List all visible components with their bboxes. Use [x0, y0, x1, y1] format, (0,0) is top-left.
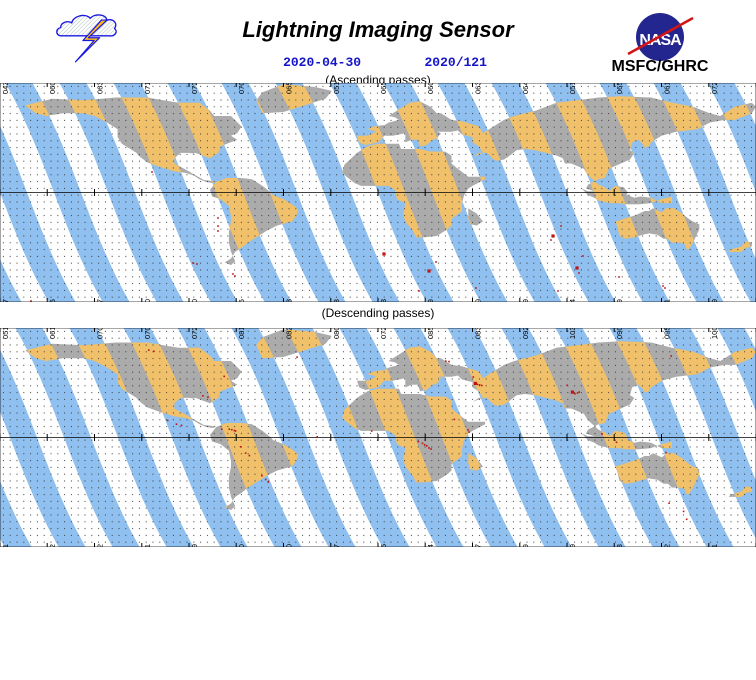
svg-text:0619: 0619: [663, 83, 672, 94]
svg-text:0725: 0725: [379, 328, 388, 339]
svg-text:-0959: -0959: [474, 299, 483, 302]
svg-text:-1153: -1153: [615, 544, 624, 547]
svg-text:-1611: -1611: [1, 544, 10, 547]
svg-text:0713: 0713: [143, 83, 152, 94]
svg-text:0720: 0720: [190, 83, 199, 94]
svg-text:0859: 0859: [426, 328, 435, 339]
svg-text:-1317: -1317: [474, 544, 483, 547]
svg-text:-1340: -1340: [190, 299, 199, 302]
svg-text:-1500: -1500: [285, 544, 294, 547]
svg-text:0831: 0831: [474, 328, 483, 339]
svg-text:0920: 0920: [521, 328, 530, 339]
svg-text:-0951: -0951: [710, 544, 719, 547]
svg-text:-1510: -1510: [237, 544, 246, 547]
svg-text:0517: 0517: [568, 83, 577, 94]
svg-text:-1139: -1139: [521, 544, 530, 547]
svg-text:0613: 0613: [48, 328, 57, 339]
svg-text:0819: 0819: [237, 328, 246, 339]
svg-text:-1539: -1539: [190, 544, 199, 547]
svg-text:0658: 0658: [379, 83, 388, 94]
svg-text:0609: 0609: [48, 83, 57, 94]
svg-text:0823: 0823: [285, 328, 294, 339]
svg-text:-1547: -1547: [96, 299, 105, 302]
svg-text:-1129: -1129: [568, 544, 577, 547]
svg-text:0724: 0724: [710, 83, 719, 94]
svg-text:0600: 0600: [426, 83, 435, 94]
svg-text:-0601: -0601: [663, 299, 672, 302]
svg-text:1008: 1008: [710, 328, 719, 339]
svg-text:0902: 0902: [615, 328, 624, 339]
svg-text:-1615: -1615: [48, 299, 57, 302]
svg-text:-0714: -0714: [568, 299, 577, 302]
svg-text:-1345: -1345: [379, 544, 388, 547]
svg-text:0704: 0704: [96, 328, 105, 339]
svg-text:-1143: -1143: [285, 299, 294, 302]
svg-text:0514: 0514: [1, 328, 10, 339]
svg-text:-1632: -1632: [48, 544, 57, 547]
svg-text:0806: 0806: [332, 328, 341, 339]
svg-text:1032: 1032: [568, 328, 577, 339]
svg-text:0634: 0634: [96, 83, 105, 94]
svg-text:-1417: -1417: [332, 544, 341, 547]
svg-text:-1234: -1234: [426, 544, 435, 547]
svg-text:-0949: -0949: [426, 299, 435, 302]
svg-text:0950: 0950: [663, 328, 672, 339]
svg-text:0630: 0630: [474, 83, 483, 94]
svg-text:0706: 0706: [237, 83, 246, 94]
svg-text:-1245: -1245: [237, 299, 246, 302]
svg-text:-1128: -1128: [332, 299, 341, 302]
svg-text:-1002: -1002: [663, 544, 672, 547]
svg-text:0645: 0645: [521, 83, 530, 94]
svg-text:-1722: -1722: [96, 544, 105, 547]
svg-text:0431: 0431: [1, 83, 10, 94]
svg-text:-1621: -1621: [143, 544, 152, 547]
svg-text:0727: 0727: [190, 328, 199, 339]
svg-text:-1033: -1033: [379, 299, 388, 302]
svg-text:0708: 0708: [143, 328, 152, 339]
svg-text:-0639: -0639: [615, 299, 624, 302]
svg-text:-1450: -1450: [143, 299, 152, 302]
svg-text:-0839: -0839: [521, 299, 530, 302]
svg-text:-1627: -1627: [1, 299, 10, 302]
svg-text:0518: 0518: [332, 83, 341, 94]
svg-text:-0539: -0539: [710, 299, 719, 302]
svg-text:0650: 0650: [615, 83, 624, 94]
svg-text:0652: 0652: [285, 83, 294, 94]
